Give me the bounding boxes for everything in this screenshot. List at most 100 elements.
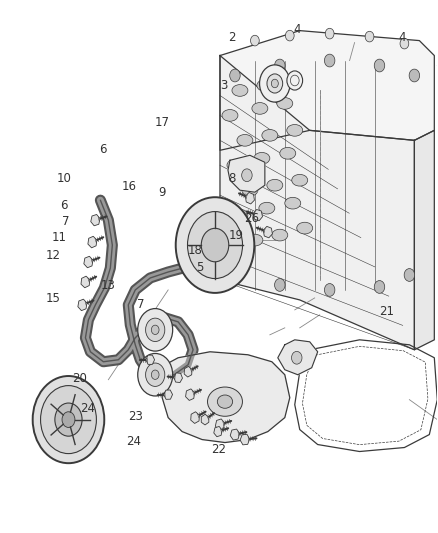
Circle shape [409, 69, 420, 82]
Text: 3: 3 [220, 79, 227, 92]
Ellipse shape [297, 222, 313, 234]
Ellipse shape [232, 85, 248, 96]
Polygon shape [174, 373, 183, 383]
Circle shape [230, 69, 240, 82]
Circle shape [33, 376, 104, 463]
Ellipse shape [232, 209, 248, 221]
Circle shape [325, 284, 335, 296]
Polygon shape [240, 434, 250, 445]
Ellipse shape [285, 197, 301, 209]
Ellipse shape [254, 152, 270, 164]
Polygon shape [214, 426, 222, 437]
Text: 26: 26 [244, 212, 259, 225]
Polygon shape [220, 30, 434, 150]
Text: 16: 16 [122, 180, 137, 193]
Circle shape [251, 35, 259, 46]
Circle shape [187, 212, 243, 279]
Circle shape [230, 269, 240, 281]
Ellipse shape [242, 184, 258, 196]
Circle shape [152, 370, 159, 379]
Text: 4: 4 [399, 31, 406, 44]
Polygon shape [91, 214, 100, 226]
Text: 23: 23 [129, 410, 144, 423]
Circle shape [201, 228, 229, 262]
Circle shape [286, 30, 294, 41]
Ellipse shape [208, 387, 243, 416]
Circle shape [41, 385, 96, 454]
Ellipse shape [287, 125, 303, 136]
Ellipse shape [277, 75, 293, 86]
Text: 8: 8 [228, 172, 236, 185]
Text: 5: 5 [196, 261, 203, 274]
Polygon shape [191, 412, 199, 423]
Polygon shape [220, 55, 414, 350]
Text: 2: 2 [228, 31, 236, 44]
Text: 20: 20 [72, 372, 87, 385]
Polygon shape [184, 366, 192, 377]
Text: 4: 4 [294, 23, 301, 36]
Ellipse shape [237, 134, 253, 146]
Text: 10: 10 [57, 172, 71, 185]
Circle shape [374, 280, 385, 293]
Polygon shape [146, 355, 155, 365]
Text: 9: 9 [159, 185, 166, 199]
Polygon shape [162, 352, 290, 442]
Text: 21: 21 [380, 305, 395, 318]
Text: 19: 19 [229, 229, 244, 242]
Polygon shape [88, 236, 97, 248]
Circle shape [374, 59, 385, 72]
Text: 7: 7 [63, 215, 70, 228]
Circle shape [365, 31, 374, 42]
Polygon shape [414, 131, 434, 350]
Polygon shape [245, 192, 254, 204]
Text: 13: 13 [100, 279, 115, 292]
Ellipse shape [277, 98, 293, 109]
Polygon shape [230, 429, 240, 440]
Circle shape [325, 28, 334, 39]
Text: 12: 12 [46, 249, 60, 262]
Circle shape [138, 309, 173, 351]
Circle shape [62, 412, 75, 427]
Polygon shape [81, 276, 90, 288]
Polygon shape [186, 389, 194, 400]
Text: 6: 6 [99, 143, 107, 156]
Circle shape [325, 54, 335, 67]
Ellipse shape [222, 110, 238, 121]
Ellipse shape [257, 79, 273, 91]
Circle shape [176, 197, 254, 293]
Polygon shape [215, 419, 225, 430]
Polygon shape [84, 256, 93, 268]
Circle shape [267, 74, 283, 93]
Text: 22: 22 [212, 443, 226, 456]
Circle shape [400, 38, 409, 49]
Circle shape [145, 318, 165, 342]
Text: 24: 24 [126, 435, 141, 448]
Text: 18: 18 [187, 244, 202, 257]
Circle shape [404, 269, 415, 281]
Circle shape [260, 65, 290, 102]
Ellipse shape [227, 159, 243, 171]
Ellipse shape [292, 174, 308, 186]
Ellipse shape [267, 180, 283, 191]
Circle shape [55, 403, 82, 436]
Ellipse shape [272, 229, 288, 241]
Ellipse shape [247, 234, 263, 246]
Circle shape [292, 351, 302, 364]
Circle shape [152, 325, 159, 335]
Polygon shape [263, 227, 272, 238]
Circle shape [275, 279, 285, 292]
Ellipse shape [217, 395, 233, 408]
Polygon shape [201, 414, 209, 425]
Ellipse shape [259, 203, 275, 214]
Circle shape [145, 363, 165, 386]
Text: 24: 24 [81, 402, 95, 415]
Text: 15: 15 [46, 292, 60, 305]
Polygon shape [278, 340, 318, 375]
Text: 17: 17 [155, 117, 170, 130]
Circle shape [287, 71, 303, 90]
Circle shape [138, 353, 173, 396]
Text: 7: 7 [137, 298, 144, 311]
Ellipse shape [262, 130, 278, 141]
Polygon shape [78, 299, 87, 311]
Circle shape [275, 59, 285, 72]
